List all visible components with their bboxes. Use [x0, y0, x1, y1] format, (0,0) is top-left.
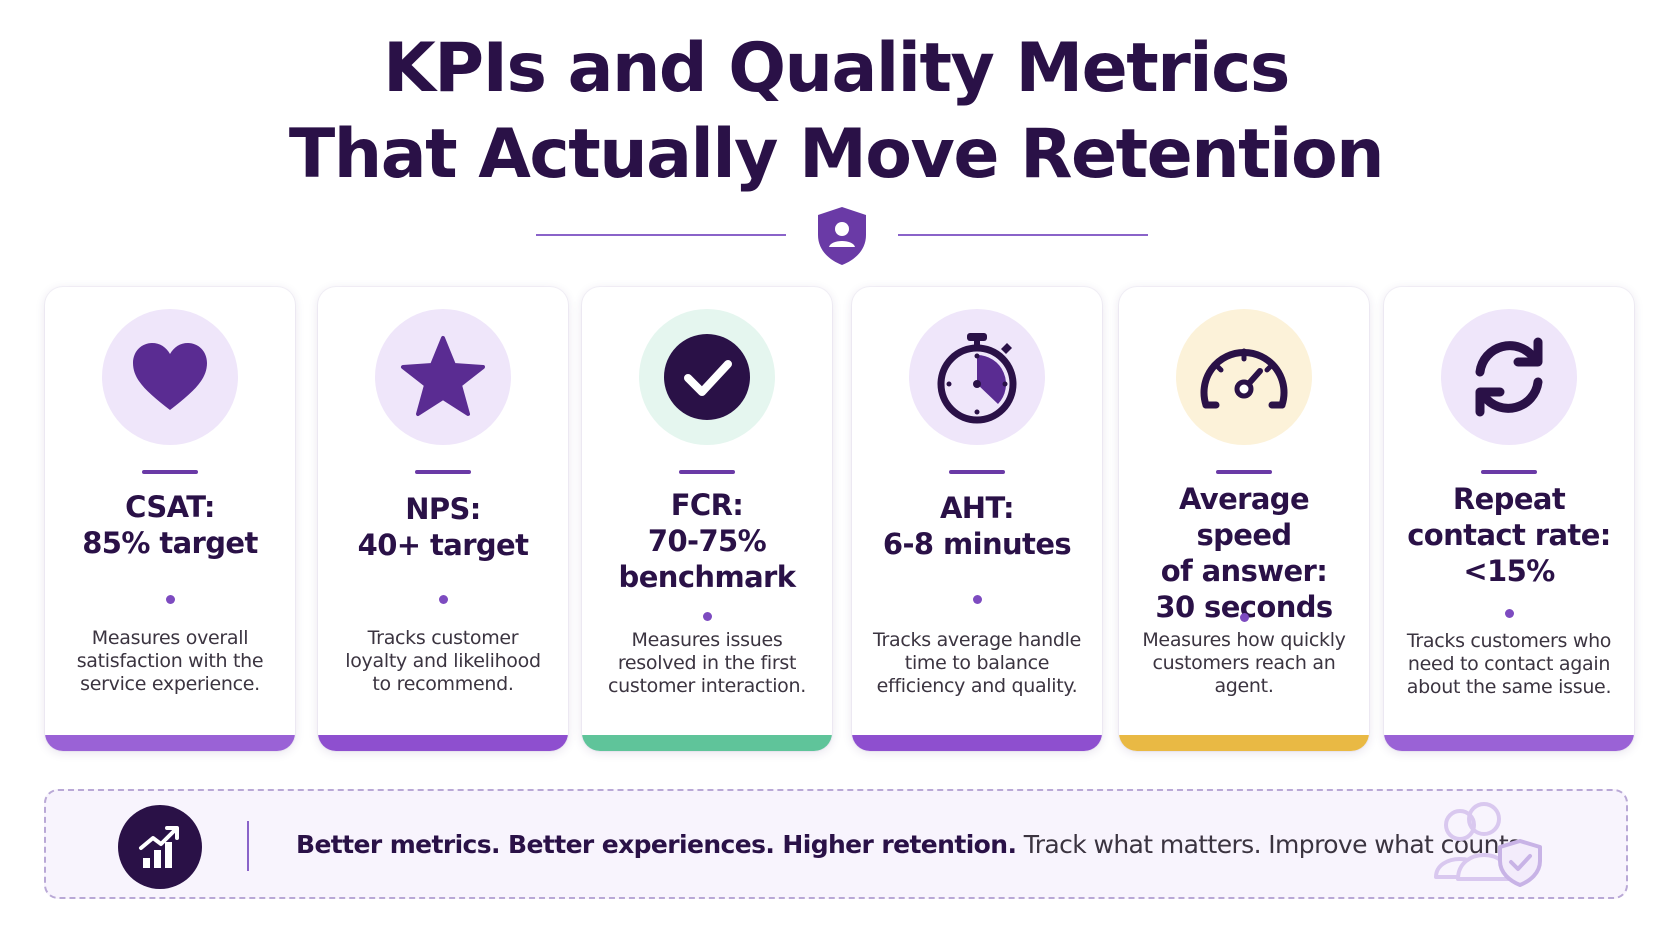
metric-heading: Average speed of answer: 30 seconds: [1155, 482, 1333, 624]
stopwatch-icon: [937, 333, 1017, 424]
metric-heading: Repeat contact rate: <15%: [1407, 482, 1611, 588]
card-accent-bar: [1119, 735, 1369, 751]
metric-card-asa: Average speed of answer: 30 seconds Meas…: [1119, 287, 1369, 751]
metric-description: Tracks customer loyalty and likelihood t…: [345, 627, 541, 695]
metric-card-fcr: FCR: 70-75% benchmark Measures issues re…: [582, 287, 832, 751]
card-dot: [165, 595, 175, 604]
page-title-line-2: That Actually Move Retention: [288, 115, 1385, 194]
tagline-rest: Track what matters. Improve what counts.: [1016, 830, 1529, 859]
metric-description: Measures issues resolved in the first cu…: [607, 629, 806, 697]
card-accent-bar: [318, 735, 568, 751]
metric-card-csat: CSAT: 85% target Measures overall satisf…: [45, 287, 295, 751]
footer-banner: Better metrics. Better experiences. High…: [44, 789, 1628, 899]
card-dot: [972, 595, 982, 604]
tagline-bold: Better metrics. Better experiences. High…: [296, 830, 1017, 859]
metric-card-nps: NPS: 40+ target Tracks customer loyalty …: [318, 287, 568, 751]
refresh-icon: [1475, 337, 1543, 417]
card-rule: [415, 470, 471, 474]
card-accent-bar: [582, 735, 832, 751]
card-dot: [1504, 609, 1514, 618]
icon-circle: [909, 309, 1045, 445]
card-rule: [142, 470, 198, 474]
icon-circle: [1176, 309, 1312, 445]
metric-heading: AHT: 6-8 minutes: [882, 491, 1072, 561]
footer-divider: [247, 821, 249, 871]
icon-circle: [102, 309, 238, 445]
card-rule: [1216, 470, 1272, 474]
users-shield-icon: [1434, 802, 1542, 887]
check-circle-icon: [664, 334, 750, 420]
star-icon: [401, 336, 485, 416]
title-divider-left: [536, 234, 786, 236]
metric-heading: CSAT: 85% target: [82, 490, 258, 560]
metric-description: Tracks customers who need to contact aga…: [1406, 630, 1612, 698]
metric-description: Measures how quickly customers reach an …: [1142, 629, 1346, 697]
card-dot: [702, 612, 712, 621]
title-divider-right: [898, 234, 1148, 236]
icon-circle: [1441, 309, 1577, 445]
card-rule: [949, 470, 1005, 474]
icon-circle: [639, 309, 775, 445]
card-accent-bar: [1384, 735, 1634, 751]
footer-tagline: Better metrics. Better experiences. High…: [296, 829, 1529, 861]
card-accent-bar: [852, 735, 1102, 751]
metric-card-aht: AHT: 6-8 minutes Tracks average handle t…: [852, 287, 1102, 751]
card-dot: [1239, 613, 1249, 622]
card-rule: [679, 470, 735, 474]
speedometer-icon: [1200, 348, 1288, 409]
shield-user-icon: [818, 207, 866, 265]
growth-chart-icon: [118, 805, 202, 889]
page-title: KPIs and Quality Metrics That Actually M…: [0, 26, 1672, 198]
metric-card-repeat-contact: Repeat contact rate: <15% Tracks custome…: [1384, 287, 1634, 751]
heart-icon: [133, 343, 207, 410]
card-dot: [438, 595, 448, 604]
card-accent-bar: [45, 735, 295, 751]
icon-circle: [375, 309, 511, 445]
metric-description: Measures overall satisfaction with the s…: [76, 627, 264, 695]
metric-heading: FCR: 70-75% benchmark: [618, 488, 796, 594]
card-rule: [1481, 470, 1537, 474]
page-title-line-1: KPIs and Quality Metrics: [383, 29, 1290, 108]
metric-heading: NPS: 40+ target: [357, 492, 529, 562]
metric-description: Tracks average handle time to balance ef…: [873, 629, 1081, 697]
